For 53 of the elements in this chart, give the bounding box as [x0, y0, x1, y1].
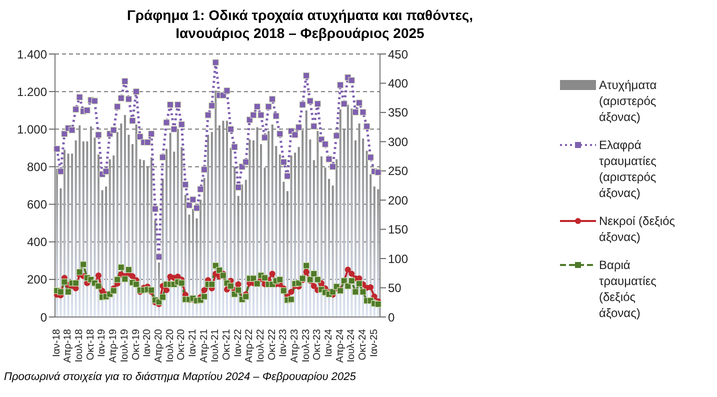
- x-tick-label: Απρ-24: [334, 328, 346, 363]
- x-tick-label: Ιαν-18: [51, 328, 62, 358]
- x-tick-label: Ιουλ-19: [119, 328, 130, 362]
- y-tick-label: 1.400: [16, 47, 48, 62]
- x-tick-label: Οκτ-20: [176, 328, 188, 360]
- x-tick-label: Ιαν-19: [96, 328, 108, 358]
- y2-tick-label: 200: [388, 193, 408, 208]
- y2-tick-label: 300: [388, 134, 408, 149]
- y2-tick-label: 450: [388, 47, 408, 62]
- y2-tick-label: 400: [388, 76, 408, 90]
- x-tick-label: Απρ-23: [289, 328, 300, 363]
- x-tick-label: Ιαν-22: [232, 328, 244, 358]
- y-tick-label: 400: [26, 235, 48, 250]
- y-tick-label: 800: [26, 160, 48, 174]
- x-tick-label: Οκτ-23: [312, 328, 324, 360]
- x-tick-label: Οκτ-24: [357, 328, 368, 360]
- x-tick-label: Οκτ-18: [85, 328, 96, 360]
- y2-tick-label: 100: [388, 252, 408, 266]
- x-tick-label: Ιαν-21: [187, 328, 198, 358]
- y-tick-label: 200: [26, 272, 48, 287]
- x-tick-label: Απρ-19: [108, 328, 120, 363]
- x-tick-label: Ιουλ-23: [300, 328, 312, 362]
- x-tick-label: Απρ-20: [153, 328, 164, 363]
- x-tick-label: Οκτ-19: [130, 328, 142, 360]
- x-tick-label: Ιουλ-20: [164, 328, 176, 362]
- x-tick-label: Ιαν-25: [368, 328, 380, 358]
- x-tick-label: Ιουλ-22: [255, 328, 266, 362]
- legend-label: Ελαφρά τραυματίες (αριστερός άξονας): [599, 136, 658, 200]
- y-tick-label: 0: [40, 310, 48, 324]
- x-tick-label: Απρ-18: [62, 328, 74, 363]
- y2-tick-label: 50: [388, 281, 402, 296]
- x-tick-label: Απρ-21: [198, 328, 210, 363]
- x-tick-label: Ιαν-23: [278, 328, 290, 358]
- x-tick-label: Ιαν-20: [142, 328, 154, 358]
- y2-tick-label: 350: [388, 106, 408, 120]
- y-tick-label: 1.200: [16, 84, 48, 99]
- legend-label: Βαριά τραυματίες (δεξιός άξονας): [599, 256, 658, 320]
- x-tick-label: Ιουλ-24: [346, 328, 358, 362]
- y-tick-label: 600: [26, 198, 48, 212]
- x-tick-label: Ιουλ-21: [210, 328, 222, 362]
- x-tick-label: Οκτ-22: [266, 328, 278, 360]
- y2-tick-label: 0: [388, 310, 395, 324]
- x-tick-label: Απρ-22: [244, 328, 256, 363]
- text: Προσωρινά στοιχεία για το διάστημα Μαρτίου 2024 – Φεβρουαρίου 2025: [4, 371, 357, 383]
- y2-tick-label: 250: [388, 164, 408, 178]
- x-tick-label: Ιουλ-18: [74, 328, 86, 362]
- legend-label: Ατυχήματα (αριστερός άξονας): [599, 76, 658, 124]
- legend-label: Νεκροί (δεξιός άξονας): [599, 212, 676, 244]
- x-tick-label: Ιαν-24: [323, 328, 334, 358]
- y-tick-label: 1.000: [16, 122, 48, 136]
- x-tick-label: Οκτ-21: [221, 328, 232, 360]
- chart-title: Γράφημα 1: Οδικά τροχαία ατυχήματα και παθόντες, Ιανουάριος 2018 – Φεβρουάριος 2025: [126, 6, 474, 42]
- y2-tick-label: 150: [388, 222, 408, 237]
